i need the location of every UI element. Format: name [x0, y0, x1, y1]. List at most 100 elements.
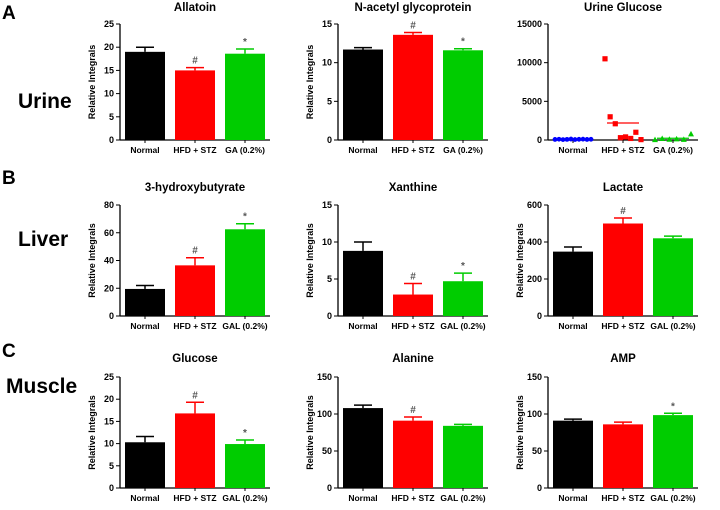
data-point — [602, 56, 608, 62]
y-tick-label: 200 — [527, 274, 542, 284]
category-label: HFD + STZ — [601, 145, 644, 155]
significance-mark: * — [461, 261, 465, 272]
y-tick-label: 25 — [104, 19, 114, 29]
y-tick-label: 5 — [327, 96, 332, 106]
significance-mark: # — [620, 206, 626, 217]
y-tick-label: 0 — [327, 311, 332, 321]
category-label: HFD + STZ — [173, 145, 216, 155]
significance-mark: # — [410, 271, 416, 282]
category-label: GAL (0.2%) — [222, 321, 267, 331]
chart-title: Allatoin — [174, 2, 216, 14]
category-label: HFD + STZ — [173, 493, 216, 503]
y-axis-label: Relative Integrals — [87, 223, 97, 298]
y-tick-label: 15 — [104, 65, 114, 75]
chart-title: AMP — [610, 353, 636, 365]
y-axis-label: Relative Integrals — [515, 223, 525, 298]
bar — [343, 49, 383, 140]
bar — [225, 444, 265, 488]
row-label-urine: Urine — [18, 90, 72, 113]
category-label: HFD + STZ — [601, 493, 644, 503]
bar — [343, 408, 383, 488]
y-tick-label: 10 — [322, 237, 332, 247]
chart-7: Glucose Relative Integrals 0 5 10 15 20 25 Norma… — [87, 353, 270, 503]
y-tick-label: 10 — [104, 89, 114, 99]
significance-mark: * — [243, 37, 247, 48]
bar — [553, 420, 593, 488]
charts-area: Allatoin Relative Integrals 0 5 10 15 20 25 Norm… — [87, 2, 698, 503]
y-axis-label: Relative Integrals — [305, 395, 315, 470]
bar — [603, 424, 643, 488]
y-tick-label: 15000 — [517, 19, 542, 29]
significance-mark: # — [192, 56, 198, 67]
y-tick-label: 20 — [104, 394, 114, 404]
chart-9: AMP Relative Integrals 0 50 100 150 Normal HFD … — [515, 353, 698, 503]
y-tick-label: 15 — [104, 416, 114, 426]
bar — [175, 70, 215, 140]
category-label: HFD + STZ — [173, 321, 216, 331]
category-label: HFD + STZ — [391, 493, 434, 503]
bar — [443, 281, 483, 316]
y-tick-label: 0 — [109, 135, 114, 145]
bar — [653, 415, 693, 488]
row-label-liver: Liver — [18, 228, 68, 251]
chart-3: Urine Glucose 0 5000 10000 15000 Normal HFD + … — [517, 2, 698, 155]
chart-title: Xanthine — [389, 182, 438, 194]
y-tick-label: 5 — [327, 274, 332, 284]
y-tick-label: 0 — [537, 483, 542, 493]
significance-mark: # — [192, 390, 198, 401]
category-label: HFD + STZ — [601, 321, 644, 331]
category-label: Normal — [348, 321, 377, 331]
y-tick-label: 60 — [104, 228, 114, 238]
data-point — [633, 129, 639, 135]
y-axis-label: Relative Integrals — [305, 45, 315, 120]
chart-5: Xanthine Relative Integrals 0 5 10 15 Normal HF… — [305, 182, 488, 331]
y-tick-label: 80 — [104, 200, 114, 210]
category-label: Normal — [130, 145, 159, 155]
bar — [393, 294, 433, 316]
data-point — [607, 114, 613, 120]
y-tick-label: 40 — [104, 256, 114, 266]
category-label: GA (0.2%) — [225, 145, 265, 155]
y-tick-label: 0 — [327, 135, 332, 145]
data-point — [652, 136, 658, 143]
category-label: Normal — [558, 321, 587, 331]
y-tick-label: 15 — [322, 200, 332, 210]
significance-mark: * — [461, 37, 465, 48]
significance-mark: # — [410, 21, 416, 32]
data-point — [680, 136, 687, 142]
data-point — [617, 135, 624, 141]
y-tick-label: 10 — [104, 439, 114, 449]
chart-8: Alanine Relative Integrals 0 50 100 150 Normal… — [305, 353, 488, 503]
bar — [125, 288, 165, 316]
bar — [125, 51, 165, 141]
category-label: GAL (0.2%) — [650, 493, 695, 503]
y-tick-label: 5 — [109, 461, 114, 471]
bar — [343, 250, 383, 316]
data-point — [622, 134, 629, 140]
panel-letter-b: B — [2, 168, 16, 189]
chart-title: Glucose — [172, 353, 217, 365]
data-point — [588, 136, 594, 142]
chart-2: N-acetyl glycoprotein Relative Integrals 0… — [305, 2, 488, 155]
category-label: GAL (0.2%) — [650, 321, 695, 331]
bar — [443, 425, 483, 488]
y-tick-label: 5 — [109, 112, 114, 122]
bar — [443, 50, 483, 140]
y-tick-label: 10 — [322, 58, 332, 68]
y-tick-label: 0 — [537, 135, 542, 145]
chart-title: Alanine — [392, 353, 434, 365]
y-tick-label: 150 — [317, 372, 332, 382]
data-point — [638, 137, 644, 143]
data-point — [666, 136, 673, 142]
category-label: Normal — [130, 321, 159, 331]
significance-mark: # — [192, 246, 198, 257]
chart-1: Allatoin Relative Integrals 0 5 10 15 20 25 Norm… — [87, 2, 270, 155]
y-tick-label: 0 — [537, 311, 542, 321]
y-tick-label: 150 — [527, 372, 542, 382]
chart-title: Urine Glucose — [584, 2, 662, 14]
bar — [225, 53, 265, 140]
significance-mark: # — [410, 405, 416, 416]
bar — [603, 223, 643, 316]
y-axis-label: Relative Integrals — [87, 395, 97, 470]
y-axis-label: Relative Integrals — [87, 45, 97, 120]
